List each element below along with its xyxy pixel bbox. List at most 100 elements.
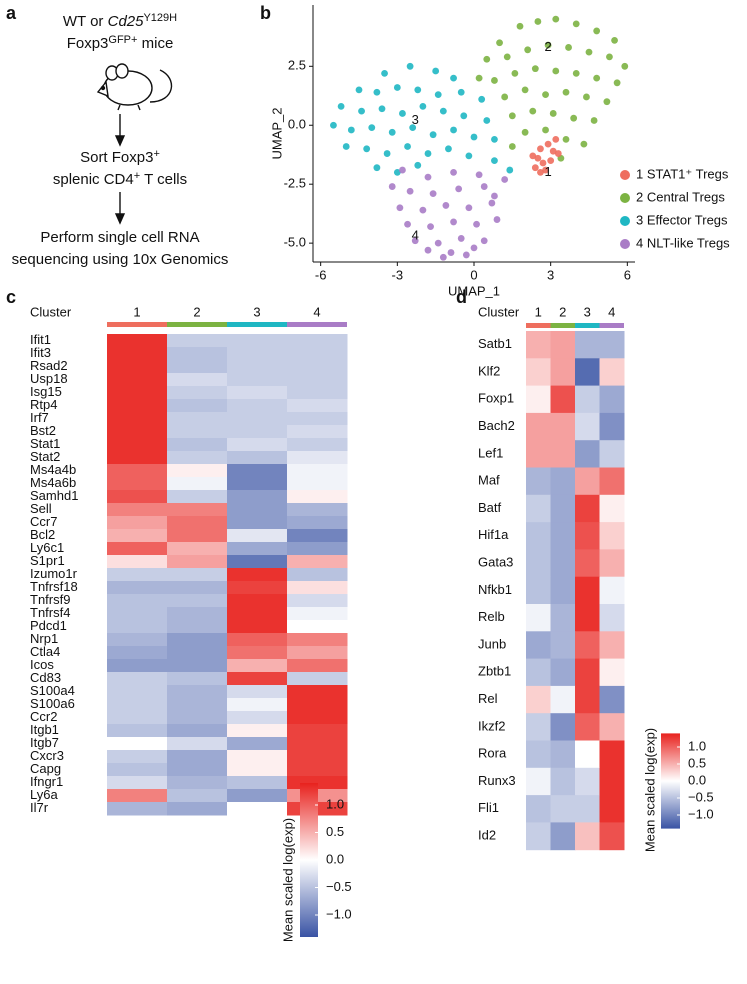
legend-label: 4 NLT-like Tregs bbox=[636, 235, 730, 250]
heatmap-cell bbox=[167, 425, 228, 439]
colorbar-tick-label: 0.0 bbox=[326, 851, 344, 866]
cluster-annotation: 2 bbox=[544, 39, 551, 54]
point bbox=[406, 62, 414, 70]
row-label: Rsad2 bbox=[30, 358, 68, 373]
heatmap-cell bbox=[287, 724, 348, 738]
heatmap-cell bbox=[167, 724, 228, 738]
row-label: Batf bbox=[478, 500, 502, 515]
row-label: Lef1 bbox=[478, 445, 503, 460]
cluster-bar bbox=[227, 322, 287, 327]
heatmap-cell bbox=[167, 399, 228, 413]
heatmap-cell bbox=[526, 822, 551, 851]
heatmap-cell bbox=[526, 412, 551, 441]
heatmap-cell bbox=[287, 594, 348, 608]
heatmap-cell bbox=[167, 581, 228, 595]
heatmap-cell bbox=[575, 658, 600, 687]
x-tick-label: 6 bbox=[624, 267, 631, 282]
heatmap-cell bbox=[167, 542, 228, 556]
heatmap-cell bbox=[575, 685, 600, 714]
point bbox=[432, 67, 440, 75]
heatmap-cell bbox=[599, 713, 625, 741]
heatmap-cell bbox=[550, 822, 576, 851]
heatmap-cell bbox=[107, 542, 168, 556]
point bbox=[491, 157, 498, 165]
heatmap-cell bbox=[287, 360, 348, 374]
heatmap-cell bbox=[107, 503, 168, 517]
heatmap-cell bbox=[227, 490, 288, 504]
heatmap-cell bbox=[107, 737, 168, 751]
column-label: 3 bbox=[253, 304, 260, 319]
heatmap-cell bbox=[107, 646, 168, 660]
heatmap-cell bbox=[287, 698, 348, 712]
heatmap-cell bbox=[526, 658, 551, 687]
heatmap-cell bbox=[167, 516, 228, 530]
panel-label: b bbox=[260, 3, 271, 23]
x-tick-label: -3 bbox=[392, 267, 404, 282]
heatmap-cell bbox=[287, 529, 348, 543]
row-label: Ifit3 bbox=[30, 345, 51, 360]
heatmap-cell bbox=[287, 542, 348, 556]
cluster-bar bbox=[575, 323, 600, 328]
row-label: Ms4a4b bbox=[30, 462, 76, 477]
heatmap-cell bbox=[526, 631, 551, 660]
heatmap-cell bbox=[599, 795, 625, 823]
heatmap-cell bbox=[227, 620, 288, 634]
heatmap-cell bbox=[167, 347, 228, 361]
heatmap-cell bbox=[107, 581, 168, 595]
cluster-bar bbox=[287, 322, 347, 327]
heatmap-cell bbox=[550, 713, 576, 741]
point bbox=[373, 164, 381, 172]
heatmap-cell bbox=[167, 620, 228, 634]
row-label: Ms4a6b bbox=[30, 475, 76, 490]
heatmap-cell bbox=[107, 698, 168, 712]
heatmap-cell bbox=[550, 685, 576, 714]
heatmap-cell bbox=[599, 576, 625, 605]
point bbox=[439, 253, 447, 261]
heatmap-cell bbox=[167, 659, 228, 673]
point bbox=[411, 237, 419, 245]
point bbox=[373, 88, 381, 96]
point bbox=[419, 206, 427, 214]
heatmap-cell bbox=[287, 399, 348, 413]
point bbox=[521, 86, 529, 94]
heatmap-cell bbox=[599, 631, 625, 660]
row-label: Rel bbox=[478, 691, 498, 706]
heatmap-cell bbox=[107, 347, 168, 361]
heatmap-cell bbox=[575, 412, 600, 441]
heatmap-cell bbox=[167, 776, 228, 790]
heatmap-cell bbox=[575, 522, 600, 550]
row-label: Icos bbox=[30, 657, 54, 672]
heatmap-cell bbox=[227, 607, 288, 621]
row-label: Fli1 bbox=[478, 800, 499, 815]
cluster-bar bbox=[526, 323, 551, 328]
y-tick-label: -5.0 bbox=[284, 235, 306, 250]
arrow bbox=[114, 114, 126, 225]
heatmap-cell bbox=[227, 360, 288, 374]
point bbox=[542, 166, 549, 174]
heatmap-cell bbox=[287, 607, 348, 621]
row-label: Stat1 bbox=[30, 436, 60, 451]
point bbox=[358, 107, 365, 115]
row-label: Junb bbox=[478, 636, 506, 651]
point bbox=[414, 86, 422, 94]
point bbox=[483, 55, 491, 63]
heatmap-cell bbox=[526, 331, 551, 359]
heatmap-cell bbox=[227, 425, 288, 439]
heatmap-cell bbox=[526, 740, 551, 769]
heatmap-cell bbox=[167, 685, 228, 699]
protocol-text: Foxp3 bbox=[67, 35, 109, 52]
heatmap-cell bbox=[227, 555, 288, 569]
legend-marker bbox=[620, 193, 630, 203]
heatmap-cell bbox=[107, 334, 168, 348]
point bbox=[480, 183, 488, 190]
protocol-text: + bbox=[153, 148, 159, 160]
point bbox=[388, 183, 396, 190]
row-label: Capg bbox=[30, 761, 61, 776]
x-axis-label: UMAP_1 bbox=[448, 283, 500, 298]
heatmap-cell bbox=[227, 776, 288, 790]
point bbox=[445, 145, 452, 153]
heatmap-cell bbox=[526, 522, 551, 550]
heatmap-cell bbox=[107, 724, 168, 738]
protocol-text: T cells bbox=[140, 171, 187, 188]
heatmap-cell bbox=[167, 464, 228, 478]
